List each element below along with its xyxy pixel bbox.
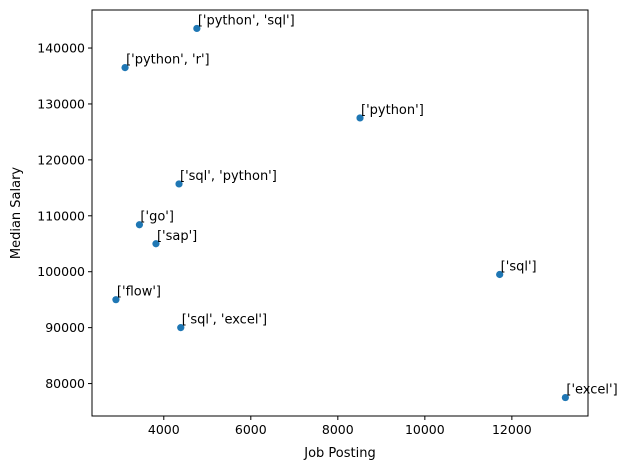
y-tick-label: 130000 <box>37 96 85 111</box>
point-label: ['sap'] <box>157 229 197 244</box>
point-label: ['flow'] <box>117 285 161 300</box>
plot-frame <box>91 9 589 417</box>
data-point <box>112 296 120 304</box>
y-tick-label: 110000 <box>37 208 85 223</box>
point-label: ['sql', 'python'] <box>180 169 277 184</box>
point-label: ['excel'] <box>566 383 617 398</box>
data-point <box>121 64 129 72</box>
x-axis-label: Job Posting <box>303 446 375 461</box>
y-tick-label: 80000 <box>45 376 85 391</box>
x-tick-label: 12000 <box>492 422 532 437</box>
data-point <box>496 270 504 279</box>
x-axis-ticks: 4000 6000 8000 10000 12000 <box>148 416 532 437</box>
x-tick-label: 6000 <box>235 422 267 437</box>
point-label: ['sql', 'excel'] <box>182 313 267 328</box>
x-tick-label: 10000 <box>405 422 445 437</box>
data-point <box>177 324 185 332</box>
y-tick-label: 140000 <box>37 41 85 56</box>
data-point <box>193 24 201 33</box>
point-label: ['python', 'r'] <box>126 53 210 68</box>
point-labels: ['python', 'sql'] ['python', 'r'] ['python… <box>117 13 618 397</box>
data-point <box>356 114 364 122</box>
point-label: ['python', 'sql'] <box>198 13 295 28</box>
data-point <box>152 240 160 248</box>
y-tick-label: 120000 <box>37 152 85 167</box>
data-point <box>561 393 569 402</box>
point-label: ['sql'] <box>501 260 537 275</box>
data-point <box>175 180 183 188</box>
y-tick-label: 90000 <box>45 320 85 335</box>
y-axis-ticks: 80000 90000 100000 110000 120000 130000 140000 <box>37 41 92 391</box>
point-label: ['python'] <box>361 103 424 118</box>
data-points <box>112 24 569 402</box>
x-tick-label: 8000 <box>322 422 354 437</box>
y-tick-label: 100000 <box>37 264 85 279</box>
point-label: ['go'] <box>140 210 174 225</box>
y-axis-label: Median Salary <box>9 167 24 260</box>
data-point <box>135 221 144 229</box>
x-tick-label: 4000 <box>148 422 180 437</box>
